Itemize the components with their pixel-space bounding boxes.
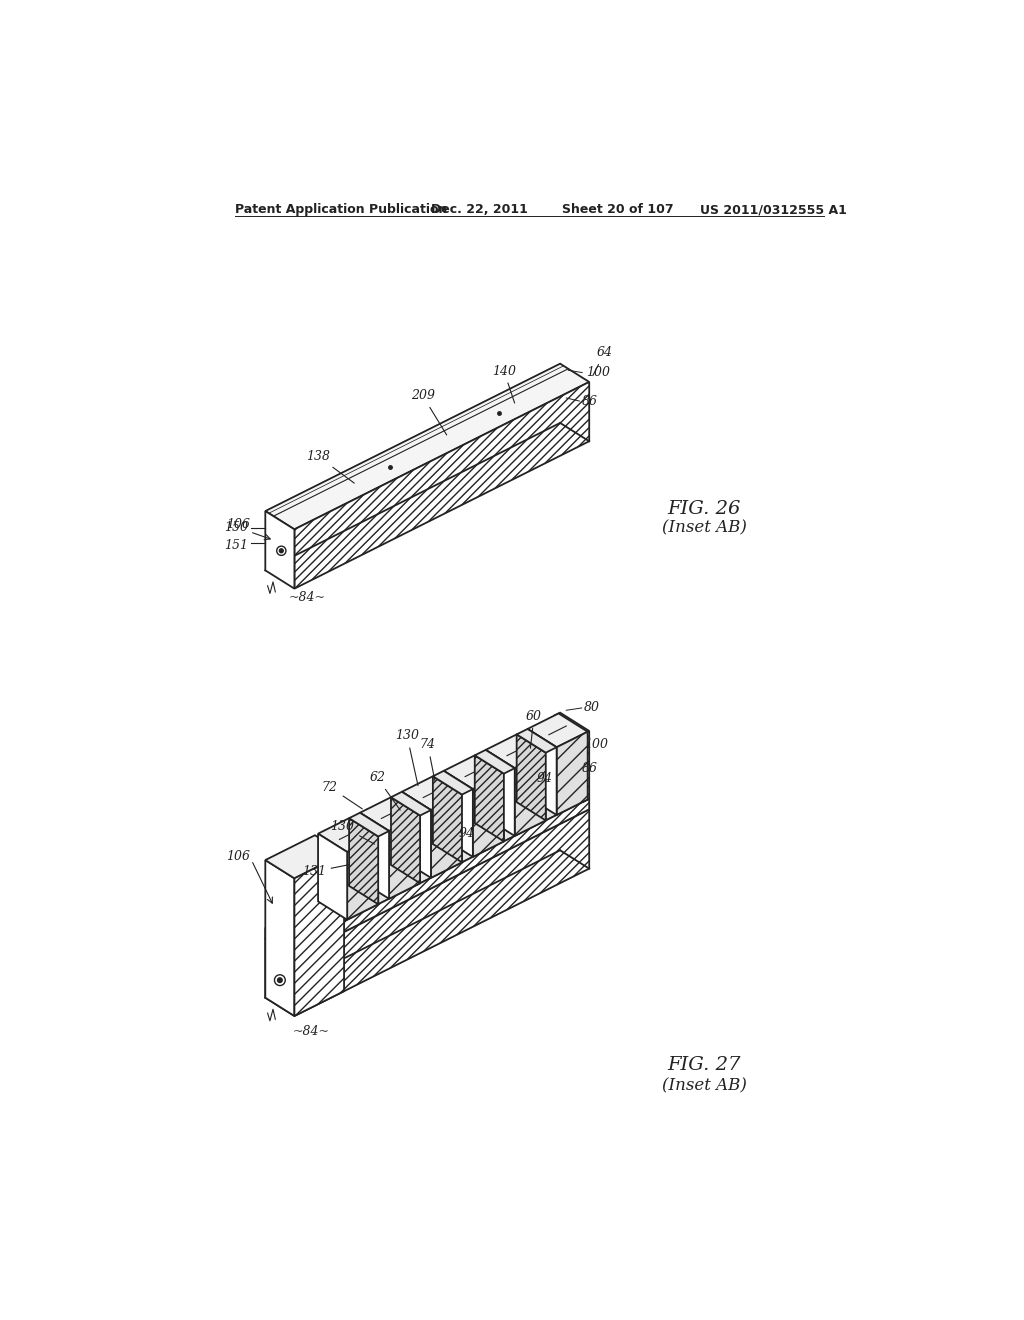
Polygon shape (515, 752, 546, 836)
Polygon shape (433, 771, 473, 795)
Polygon shape (433, 776, 462, 862)
Polygon shape (473, 774, 504, 857)
Polygon shape (527, 713, 588, 747)
Text: 151: 151 (224, 540, 248, 552)
Text: 74: 74 (420, 738, 435, 780)
Polygon shape (360, 797, 420, 832)
Circle shape (278, 978, 283, 982)
Text: ~84~: ~84~ (292, 1026, 330, 1039)
Polygon shape (389, 816, 420, 899)
Polygon shape (265, 861, 295, 1016)
Text: ~84~: ~84~ (289, 591, 326, 605)
Text: 86: 86 (582, 762, 598, 775)
Text: 130: 130 (395, 730, 419, 785)
Polygon shape (554, 715, 583, 801)
Polygon shape (443, 771, 473, 857)
Text: 80: 80 (584, 701, 600, 714)
Circle shape (280, 549, 284, 553)
Text: 72: 72 (322, 781, 362, 809)
Polygon shape (401, 776, 462, 810)
Text: 60: 60 (526, 710, 542, 748)
Polygon shape (295, 809, 589, 1016)
Text: 94: 94 (537, 772, 553, 784)
Polygon shape (475, 755, 504, 841)
Polygon shape (265, 836, 344, 878)
Text: (Inset AB): (Inset AB) (662, 1077, 746, 1094)
Polygon shape (391, 797, 420, 883)
Text: 94: 94 (459, 826, 474, 840)
Text: 86: 86 (582, 395, 598, 408)
Polygon shape (265, 511, 295, 589)
Polygon shape (360, 813, 389, 899)
Polygon shape (554, 713, 589, 734)
Text: 150: 150 (224, 521, 248, 535)
Polygon shape (347, 837, 378, 920)
Polygon shape (318, 834, 347, 920)
Text: (Inset AB): (Inset AB) (662, 520, 746, 536)
Polygon shape (401, 792, 431, 878)
Polygon shape (349, 813, 389, 837)
Text: 106: 106 (226, 517, 250, 531)
Polygon shape (295, 381, 589, 589)
Polygon shape (557, 731, 588, 814)
Polygon shape (265, 928, 295, 957)
Polygon shape (295, 854, 344, 1016)
Polygon shape (583, 731, 589, 801)
Polygon shape (318, 818, 378, 851)
Text: 131: 131 (302, 865, 349, 878)
Polygon shape (485, 734, 546, 768)
Text: FIG. 27: FIG. 27 (668, 1056, 741, 1074)
Polygon shape (391, 792, 431, 816)
Text: FIG. 26: FIG. 26 (668, 500, 741, 517)
Text: 138: 138 (306, 450, 354, 483)
Text: 62: 62 (370, 771, 400, 810)
Polygon shape (431, 795, 462, 878)
Text: 64: 64 (593, 346, 612, 376)
Polygon shape (295, 799, 589, 957)
Text: 140: 140 (492, 364, 516, 403)
Text: 100: 100 (586, 366, 610, 379)
Text: 130: 130 (331, 820, 375, 845)
Text: Dec. 22, 2011: Dec. 22, 2011 (431, 203, 527, 216)
Text: 209: 209 (411, 389, 446, 436)
Polygon shape (265, 780, 589, 946)
Polygon shape (485, 750, 515, 836)
Text: Sheet 20 of 107: Sheet 20 of 107 (562, 203, 674, 216)
Text: 106: 106 (226, 850, 250, 863)
Polygon shape (265, 364, 589, 529)
Polygon shape (443, 755, 504, 789)
Polygon shape (517, 729, 557, 752)
Polygon shape (475, 750, 515, 774)
Polygon shape (265, 939, 295, 1016)
Polygon shape (527, 729, 557, 814)
Polygon shape (265, 791, 589, 957)
Polygon shape (349, 818, 378, 904)
Text: Patent Application Publication: Patent Application Publication (234, 203, 446, 216)
Text: US 2011/0312555 A1: US 2011/0312555 A1 (700, 203, 847, 216)
Polygon shape (517, 734, 546, 821)
Text: 100: 100 (584, 738, 608, 751)
